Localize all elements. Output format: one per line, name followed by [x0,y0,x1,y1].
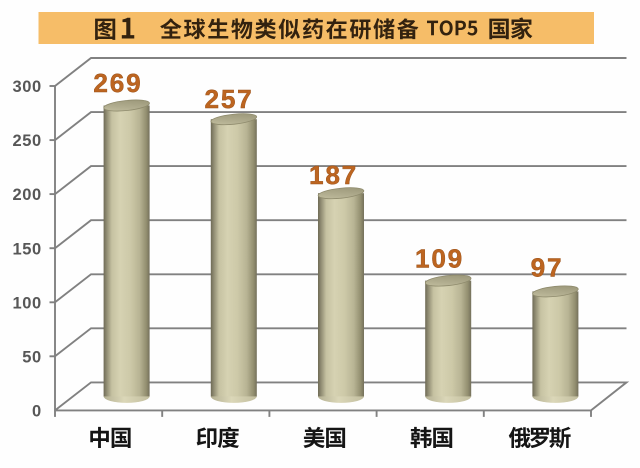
svg-text:97: 97 [531,253,564,283]
svg-text:100: 100 [12,294,41,312]
svg-text:300: 300 [12,78,41,96]
svg-text:250: 250 [12,132,41,150]
svg-text:0: 0 [32,403,42,421]
svg-text:150: 150 [12,240,41,258]
svg-text:269: 269 [93,68,142,98]
svg-text:257: 257 [204,84,253,114]
svg-text:187: 187 [309,160,358,190]
svg-text:200: 200 [12,186,41,204]
svg-text:50: 50 [22,348,42,366]
svg-text:109: 109 [415,244,464,274]
